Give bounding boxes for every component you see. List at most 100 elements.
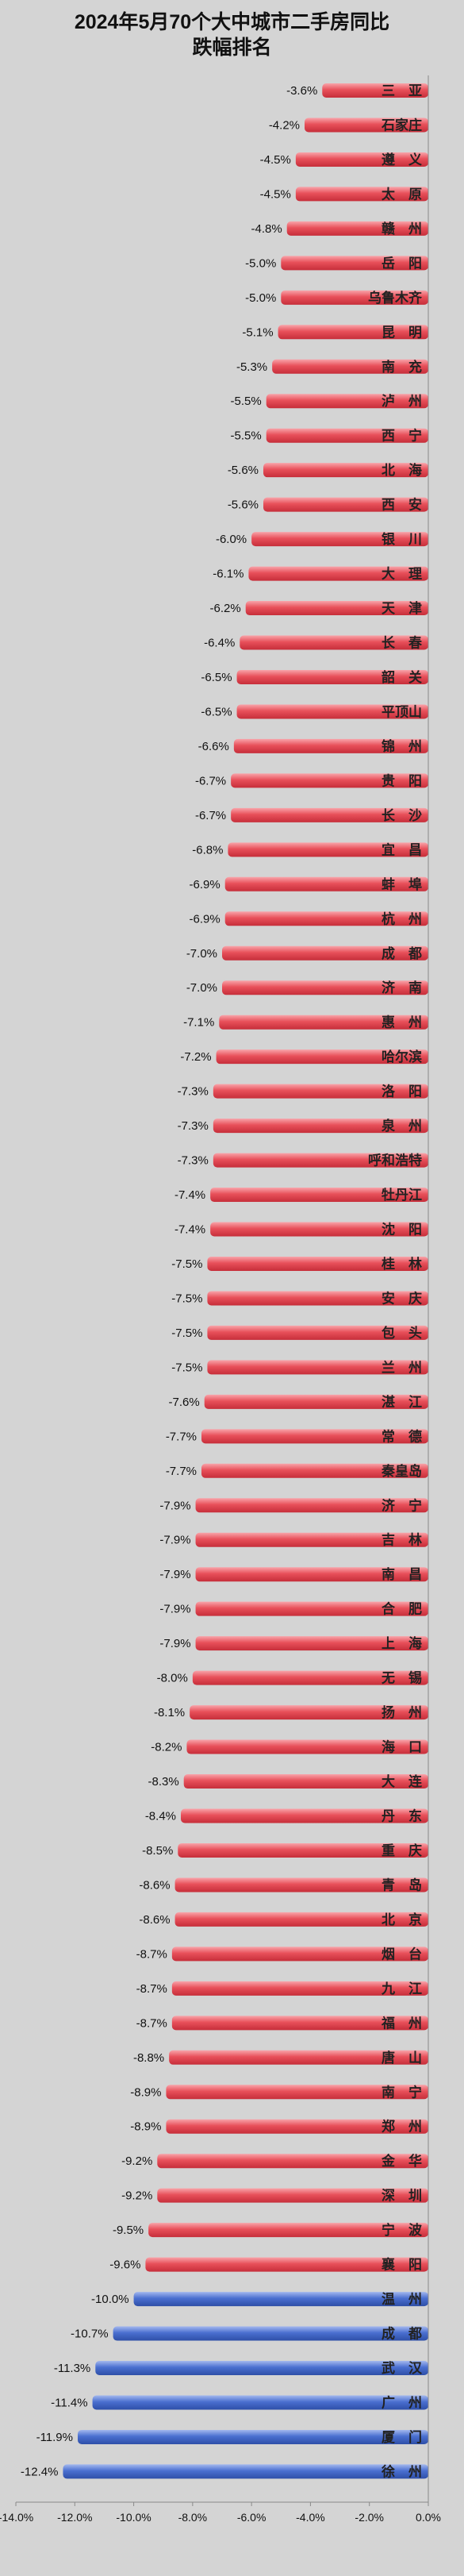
bar-row: 包 头 -7.5%: [171, 1325, 428, 1341]
value-label: -6.6%: [198, 740, 229, 753]
bar-row: 平顶山 -6.5%: [201, 704, 428, 719]
bar-row: 泸 州 -5.5%: [231, 394, 428, 409]
category-label: 长 沙: [382, 807, 422, 823]
bar: [213, 1153, 428, 1168]
bar-row: 兰 州 -7.5%: [171, 1359, 428, 1375]
category-label: 南 充: [382, 359, 422, 375]
category-label: 广 州: [382, 2394, 422, 2410]
category-label: 韶 关: [382, 669, 422, 685]
bar-row: 上 海 -7.9%: [159, 1635, 429, 1651]
bar-row: 天 津 -6.2%: [210, 600, 428, 616]
category-label: 南 昌: [382, 1566, 422, 1582]
value-label: -6.7%: [195, 809, 226, 822]
bar: [213, 1119, 428, 1134]
bar: [195, 1601, 429, 1616]
category-label: 大 连: [382, 1773, 423, 1789]
bar: [210, 1222, 428, 1237]
value-label: -11.9%: [36, 2431, 73, 2444]
category-label: 温 州: [382, 2292, 422, 2307]
category-label: 合 肥: [382, 1601, 422, 1617]
category-label: 大 理: [382, 566, 422, 582]
category-label: 上 海: [382, 1635, 422, 1651]
bar-row: 泉 州 -7.3%: [178, 1118, 428, 1134]
category-label: 洛 阳: [382, 1084, 422, 1099]
bar-row: 吉 林 -7.9%: [159, 1532, 429, 1548]
category-label: 重 庆: [382, 1842, 422, 1858]
category-label: 太 原: [382, 186, 422, 202]
bar-row: 九 江 -8.7%: [136, 1981, 428, 1996]
bar: [183, 1774, 428, 1789]
bar-row: 惠 州 -7.1%: [183, 1015, 428, 1030]
value-label: -8.8%: [133, 2051, 164, 2065]
value-label: -9.5%: [113, 2224, 144, 2237]
bar: [186, 1739, 428, 1754]
value-label: -5.1%: [242, 325, 273, 339]
category-label: 包 头: [382, 1325, 422, 1341]
value-label: -10.7%: [71, 2328, 109, 2341]
bar-row: 韶 关 -6.5%: [201, 669, 428, 685]
bar: [263, 463, 428, 478]
value-label: -8.1%: [154, 1706, 185, 1719]
bar-row: 无 锡 -8.0%: [157, 1670, 428, 1686]
value-label: -5.5%: [231, 429, 262, 443]
bar: [222, 980, 428, 995]
value-label: -9.2%: [121, 2189, 152, 2203]
bar-row: 济 南 -7.0%: [186, 980, 428, 995]
bar: [92, 2395, 429, 2410]
bar: [195, 1567, 429, 1582]
bar-row: 常 德 -7.7%: [166, 1428, 428, 1444]
bar: [195, 1636, 429, 1651]
value-label: -7.7%: [166, 1430, 197, 1443]
category-label: 北 海: [382, 462, 422, 478]
bar: [133, 2292, 429, 2307]
value-label: -7.5%: [171, 1327, 202, 1340]
category-label: 西 宁: [382, 428, 422, 444]
value-label: -8.9%: [130, 2120, 161, 2134]
category-label: 青 岛: [382, 1877, 422, 1893]
category-label: 丹 东: [382, 1808, 422, 1824]
value-label: -7.5%: [171, 1361, 202, 1374]
bar: [166, 2119, 428, 2134]
category-label: 成 都: [382, 2326, 422, 2342]
value-label: -3.6%: [286, 84, 317, 98]
category-label: 扬 州: [382, 1704, 422, 1720]
bar: [216, 1049, 428, 1065]
bar: [95, 2361, 429, 2376]
value-label: -7.9%: [159, 1499, 190, 1512]
value-label: -8.3%: [148, 1775, 179, 1789]
value-label: -4.8%: [251, 222, 282, 236]
chart-title-line1: 2024年5月70个大中城市二手房同比: [74, 11, 390, 33]
category-label: 宜 昌: [382, 841, 422, 857]
value-label: -5.5%: [231, 395, 262, 408]
bar: [248, 566, 428, 581]
category-label: 石家庄: [381, 117, 422, 133]
bar-row: 秦皇岛 -7.7%: [166, 1463, 428, 1479]
bars-layer: 三 亚 -3.6% 石家庄 -4.2% 遵 义 -4.5% 太 原 -4.5% 赣 州 -4.8%…: [21, 83, 429, 2479]
x-tick-label: -10.0%: [116, 2511, 151, 2524]
bar-row: 大 理 -6.1%: [213, 566, 428, 582]
category-label: 湛 江: [382, 1394, 422, 1410]
bar: [113, 2326, 429, 2341]
bar: [145, 2257, 428, 2272]
bar: [263, 497, 428, 512]
bar-row: 西 宁 -5.5%: [231, 428, 428, 444]
bar: [278, 325, 428, 340]
category-label: 银 川: [382, 531, 422, 547]
value-label: -7.9%: [159, 1603, 190, 1616]
bar: [240, 635, 428, 650]
bar-row: 三 亚 -3.6%: [286, 83, 428, 98]
bar: [233, 738, 428, 753]
value-label: -12.4%: [21, 2465, 59, 2478]
category-label: 北 京: [382, 1912, 422, 1927]
category-label: 唐 山: [382, 2050, 422, 2066]
bar: [174, 1912, 429, 1927]
bar: [207, 1256, 428, 1271]
value-label: -7.0%: [186, 981, 217, 995]
bar: [251, 532, 428, 547]
bar: [266, 394, 428, 409]
bar: [171, 1981, 428, 1996]
bar-row: 银 川 -6.0%: [216, 531, 428, 547]
bar: [195, 1498, 429, 1513]
value-label: -6.2%: [210, 602, 241, 615]
